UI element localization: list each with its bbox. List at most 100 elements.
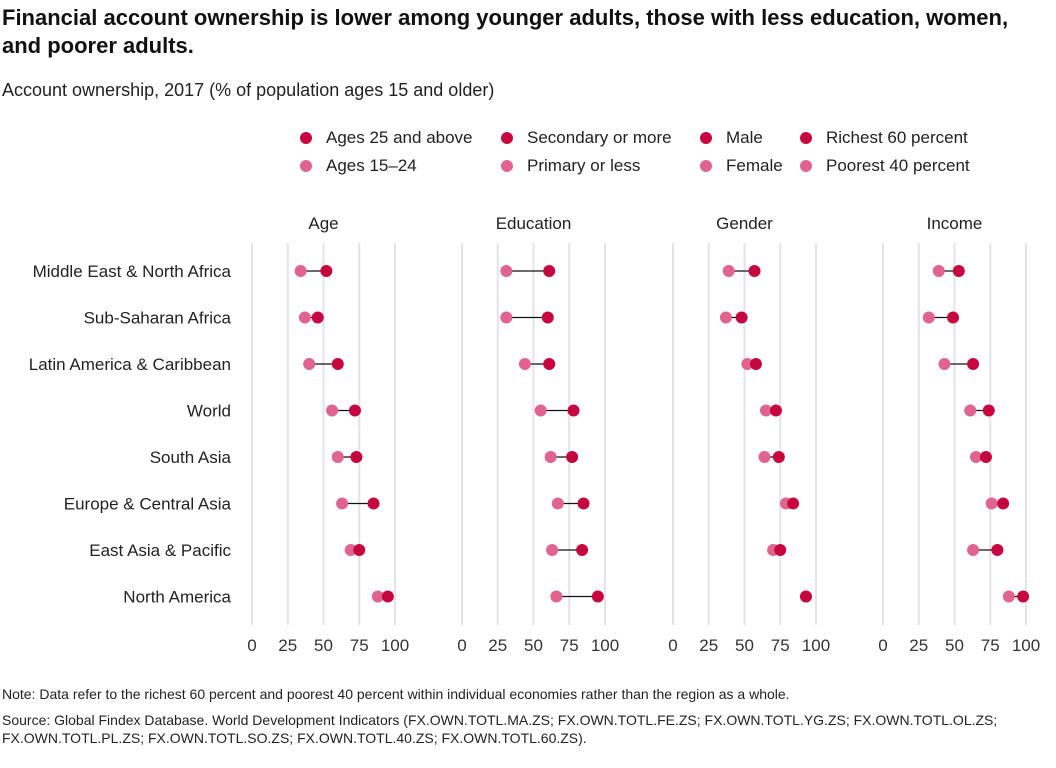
x-tick-label: 0 — [247, 636, 256, 655]
legend-marker-high — [501, 132, 513, 144]
data-point-high — [799, 590, 812, 603]
data-point-high — [982, 404, 995, 417]
legend-label: Secondary or more — [527, 128, 672, 147]
data-point-high — [566, 451, 579, 463]
legend-item: Ages 25 and above — [300, 128, 473, 148]
data-point-low — [546, 544, 559, 556]
x-tick-label: 0 — [668, 636, 677, 655]
data-point-low — [294, 265, 307, 277]
data-point-low — [1002, 590, 1015, 603]
legend-label: Richest 60 percent — [826, 128, 968, 147]
data-point-high — [947, 311, 960, 324]
legend-label: Ages 15–24 — [326, 156, 417, 175]
legend-label: Male — [726, 128, 763, 147]
data-point-high — [952, 265, 965, 277]
x-tick-label: 25 — [278, 636, 297, 655]
panel-title: Income — [927, 214, 983, 233]
legend-item: Ages 15–24 — [300, 156, 417, 176]
data-point-low — [303, 358, 316, 370]
data-point-high — [997, 497, 1010, 510]
x-tick-label: 25 — [909, 636, 928, 655]
data-point-low — [964, 404, 977, 417]
data-point-high — [787, 497, 800, 510]
data-point-high — [769, 404, 782, 417]
x-tick-label: 25 — [488, 636, 507, 655]
x-tick-label: 75 — [771, 636, 790, 655]
data-point-high — [591, 590, 604, 603]
legend-item: Secondary or more — [501, 128, 672, 148]
data-point-high — [320, 265, 333, 277]
data-point-low — [298, 311, 311, 324]
x-tick-label: 0 — [457, 636, 466, 655]
data-point-low — [500, 311, 513, 324]
legend-marker-high — [300, 132, 312, 144]
data-point-high — [543, 265, 556, 277]
category-label: North America — [123, 588, 231, 607]
legend-item: Richest 60 percent — [800, 128, 968, 148]
data-point-high — [577, 497, 590, 510]
legend-item: Primary or less — [501, 156, 640, 176]
x-tick-label: 25 — [699, 636, 718, 655]
data-point-high — [772, 451, 785, 463]
data-point-low — [518, 358, 531, 370]
data-point-low — [759, 404, 772, 417]
x-tick-label: 50 — [314, 636, 333, 655]
data-point-high — [567, 404, 580, 417]
data-point-low — [326, 404, 339, 417]
data-point-high — [367, 497, 380, 510]
legend-label: Ages 25 and above — [326, 128, 473, 147]
data-point-high — [543, 358, 556, 370]
legend-marker-high — [800, 132, 812, 144]
legend-marker-low — [800, 160, 812, 172]
data-point-high — [350, 451, 363, 463]
data-point-low — [758, 451, 771, 463]
category-label: East Asia & Pacific — [89, 541, 231, 560]
data-point-low — [336, 497, 349, 510]
legend: Ages 25 and above Ages 15–24 Secondary o… — [300, 128, 1040, 184]
x-tick-label: 100 — [1012, 636, 1040, 655]
data-point-low — [932, 265, 945, 277]
data-point-low — [550, 590, 563, 603]
data-point-high — [381, 590, 394, 603]
legend-marker-low — [501, 160, 513, 172]
legend-item: Poorest 40 percent — [800, 156, 970, 176]
category-label: Latin America & Caribbean — [29, 355, 231, 374]
chart-source: Source: Global Findex Database. World De… — [2, 712, 998, 746]
data-point-high — [774, 544, 787, 556]
category-label: Sub-Saharan Africa — [84, 309, 232, 328]
x-tick-label: 50 — [945, 636, 964, 655]
legend-label: Female — [726, 156, 783, 175]
dot-plot-chart: Middle East & North Africa Sub-Saharan Af… — [29, 214, 1040, 655]
panel-title: Age — [308, 214, 338, 233]
data-point-low — [544, 451, 557, 463]
x-tick-label: 75 — [350, 636, 369, 655]
data-point-high — [353, 544, 366, 556]
data-point-high — [311, 311, 324, 324]
category-label: South Asia — [150, 448, 232, 467]
data-point-low — [371, 590, 384, 603]
x-tick-label: 50 — [524, 636, 543, 655]
data-point-low — [719, 311, 732, 324]
data-point-high — [749, 358, 762, 370]
data-point-low — [922, 311, 935, 324]
chart-note: Note: Data refer to the richest 60 perce… — [2, 686, 790, 702]
data-point-low — [969, 451, 982, 463]
legend-marker-low — [300, 160, 312, 172]
legend-marker-high — [700, 132, 712, 144]
data-point-high — [967, 358, 980, 370]
legend-item: Female — [700, 156, 783, 176]
data-point-high — [541, 311, 554, 324]
data-point-high — [331, 358, 344, 370]
data-point-low — [722, 265, 735, 277]
x-tick-label: 75 — [560, 636, 579, 655]
panel-title: Education — [496, 214, 572, 233]
chart-subtitle: Account ownership, 2017 (% of population… — [2, 80, 495, 100]
data-point-low — [534, 404, 547, 417]
data-point-low — [741, 358, 754, 370]
data-point-low — [967, 544, 980, 556]
data-point-high — [991, 544, 1004, 556]
legend-label: Primary or less — [527, 156, 641, 175]
x-tick-label: 100 — [381, 636, 409, 655]
x-tick-label: 50 — [735, 636, 754, 655]
x-tick-label: 75 — [981, 636, 1000, 655]
